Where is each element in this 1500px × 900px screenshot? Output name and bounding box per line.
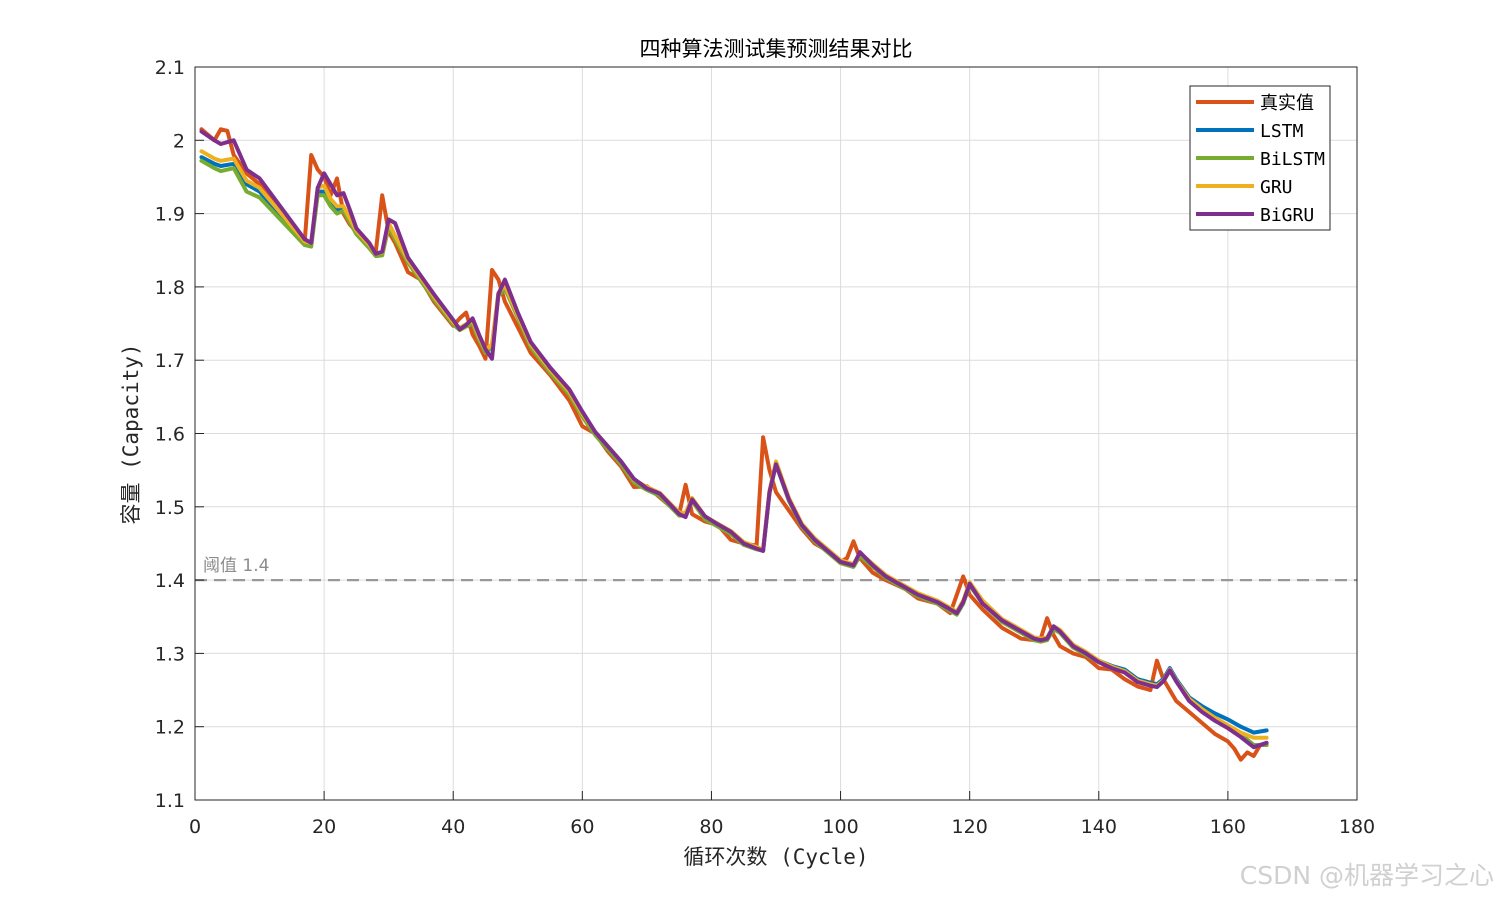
y-tick-label: 1.6	[155, 424, 185, 446]
x-tick-label: 0	[189, 816, 201, 838]
x-tick-label: 100	[822, 816, 858, 838]
y-tick-label: 1.3	[155, 643, 185, 665]
y-tick-label: 1.4	[155, 570, 185, 592]
legend: 真实值 LSTM BiLSTM GRU BiGRU	[1189, 85, 1331, 231]
y-tick-label: 1.5	[155, 497, 185, 519]
x-tick-label: 20	[312, 816, 336, 838]
x-tick-label: 180	[1339, 816, 1375, 838]
y-axis-label: 容量 (Capacity)	[119, 343, 143, 524]
x-tick-label: 80	[699, 816, 723, 838]
y-tick-label: 1.9	[155, 204, 185, 226]
y-tick-label: 2.1	[155, 57, 185, 79]
legend-label: LSTM	[1260, 121, 1304, 142]
chart-title: 四种算法测试集预测结果对比	[640, 37, 913, 61]
y-tick-label: 1.7	[155, 350, 185, 372]
y-axis: 1.1 1.2 1.3 1.4 1.5 1.6 1.7 1.8 1.9 2 2.1	[155, 57, 204, 812]
y-tick-label: 1.2	[155, 717, 185, 739]
watermark: CSDN @机器学习之心	[1240, 861, 1494, 890]
legend-label: GRU	[1260, 177, 1293, 198]
y-tick-label: 1.8	[155, 277, 185, 299]
y-tick-label: 1.1	[155, 790, 185, 812]
x-tick-label: 120	[952, 816, 988, 838]
x-tick-label: 140	[1081, 816, 1117, 838]
x-axis-label: 循环次数 (Cycle)	[683, 845, 868, 869]
x-tick-label: 60	[570, 816, 594, 838]
series-line-BiGRU	[199, 129, 1269, 750]
legend-label: BiGRU	[1260, 205, 1314, 226]
legend-label: 真实值	[1260, 93, 1314, 114]
threshold-label: 阈值 1.4	[203, 556, 269, 576]
x-tick-label: 40	[441, 816, 465, 838]
x-tick-label: 160	[1210, 816, 1246, 838]
x-axis: 0 20 40 60 80 100 120 140 160 180	[189, 791, 1375, 838]
series-layer	[199, 127, 1269, 762]
y-tick-label: 2	[173, 130, 185, 152]
legend-label: BiLSTM	[1260, 149, 1325, 170]
